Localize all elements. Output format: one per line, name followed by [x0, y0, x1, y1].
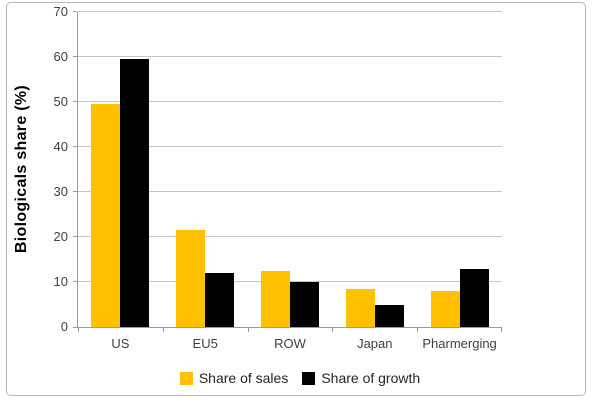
bar-share-of-growth-pharmerging: [459, 268, 489, 327]
x-axis-tick-0: [78, 328, 79, 332]
y-tick-label-40: 40: [53, 139, 68, 154]
x-axis-tick-4: [417, 328, 419, 332]
y-axis-tick-70: [73, 11, 77, 12]
x-axis-tick-3: [332, 328, 334, 332]
bar-share-of-sales-pharmerging: [430, 291, 460, 327]
bar-group-pharmerging: [417, 12, 502, 327]
gridline-50: [78, 101, 502, 102]
y-tick-label-60: 60: [53, 49, 68, 64]
plot-area: 0 10 20 30 40 50 60 70 US EU5 ROW Japan Pharmerging: [54, 4, 502, 351]
y-axis-tick-40: [73, 146, 77, 147]
x-axis-label-japan: Japan: [357, 336, 393, 351]
gridline-30: [78, 191, 502, 192]
bar-share-of-growth-japan: [374, 304, 404, 327]
bar-share-of-sales-eu5: [176, 230, 206, 327]
gridline-10: [78, 281, 502, 282]
bar-group-japan: [332, 12, 417, 327]
legend-item-share-of-growth: Share of growth: [302, 370, 420, 386]
y-axis-tick-0: [73, 327, 77, 328]
x-axis-tick-2: [247, 328, 249, 332]
y-axis-tick-20: [73, 236, 77, 237]
legend-item-share-of-sales: Share of sales: [179, 370, 289, 386]
y-tick-label-10: 10: [53, 274, 68, 289]
legend-label: Share of sales: [198, 370, 289, 386]
bar-share-of-growth-eu5: [205, 273, 235, 327]
legend-label: Share of growth: [321, 370, 421, 386]
bar-share-of-growth-us: [120, 59, 150, 327]
legend-swatch-share-of-growth: [302, 371, 316, 385]
y-tick-label-20: 20: [53, 229, 68, 244]
bar-share-of-sales-japan: [345, 288, 375, 327]
bar-group-us: [78, 12, 163, 327]
y-axis-tick-10: [73, 281, 77, 282]
x-axis-tick-last: [501, 328, 502, 332]
y-axis-tick-30: [73, 191, 77, 192]
bar-share-of-sales-row: [260, 270, 290, 327]
y-tick-label-50: 50: [53, 94, 68, 109]
x-axis-label-eu5: EU5: [192, 336, 218, 351]
x-axis-label-row: ROW: [274, 336, 306, 351]
gridline-70: [78, 11, 502, 12]
gridline-60: [78, 56, 502, 57]
y-tick-label-0: 0: [60, 319, 68, 334]
y-tick-label-70: 70: [53, 4, 68, 19]
x-axis-label-us: US: [111, 336, 130, 351]
x-axis-label-pharmerging: Pharmerging: [422, 336, 497, 351]
y-axis-tick-50: [73, 101, 77, 102]
bar-group-eu5: [163, 12, 248, 327]
y-axis-tick-60: [73, 56, 77, 57]
legend: Share of sales Share of growth: [0, 370, 600, 386]
gridline-20: [78, 236, 502, 237]
y-tick-label-30: 30: [53, 184, 68, 199]
bar-group-row: [248, 12, 333, 327]
gridline-40: [78, 146, 502, 147]
bar-share-of-growth-row: [289, 282, 319, 327]
legend-swatch-share-of-sales: [179, 371, 193, 385]
bar-share-of-sales-us: [91, 104, 121, 327]
x-axis-tick-1: [162, 328, 164, 332]
y-axis-title: Biologicals share (%): [13, 84, 30, 254]
